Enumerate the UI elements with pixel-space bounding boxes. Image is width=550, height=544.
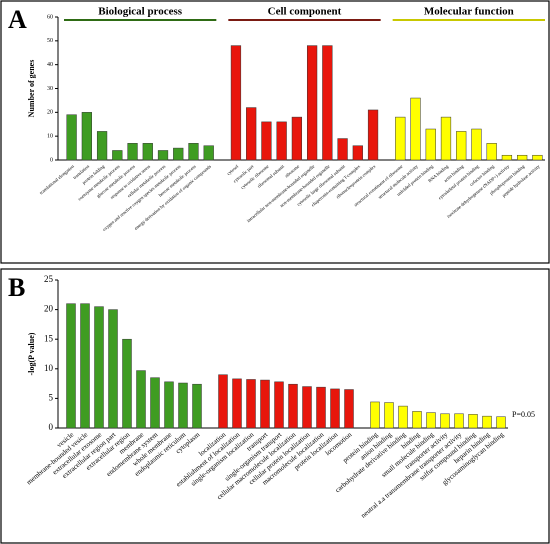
- bar: [246, 107, 257, 161]
- bar: [96, 131, 108, 161]
- y-axis-label: Number of genes: [27, 60, 36, 118]
- bar: [108, 309, 118, 429]
- bar: [384, 402, 394, 429]
- y-tick-label: 25: [44, 274, 54, 284]
- bar: [274, 381, 284, 429]
- y-tick-label: 20: [47, 110, 53, 116]
- y-tick-label: 15: [44, 333, 54, 343]
- y-tick-label: 40: [47, 62, 53, 68]
- bar: [81, 112, 92, 161]
- x-tick-label: translational elongation: [39, 163, 76, 195]
- bar: [136, 370, 146, 429]
- bar: [178, 382, 188, 429]
- bar: [291, 116, 303, 161]
- panel-frame: [0, 0, 550, 264]
- bar: [218, 374, 228, 429]
- bar: [127, 143, 138, 161]
- bar: [203, 145, 214, 161]
- bar: [112, 150, 123, 161]
- bar: [517, 154, 528, 161]
- bar: [66, 303, 76, 429]
- bar: [246, 379, 256, 429]
- bar: [261, 121, 272, 161]
- bar: [486, 143, 497, 161]
- bar: [440, 116, 452, 161]
- bar: [80, 303, 90, 429]
- group-header: Biological process: [98, 6, 183, 18]
- bar: [532, 154, 543, 161]
- bar: [306, 45, 318, 161]
- y-tick-label: 50: [47, 38, 53, 44]
- bar: [192, 383, 202, 429]
- bar: [412, 411, 422, 429]
- bar: [398, 405, 408, 429]
- bar: [410, 97, 421, 161]
- bar: [425, 128, 436, 161]
- annotation: P=0.05: [512, 410, 535, 419]
- bar: [164, 381, 174, 429]
- bar: [150, 377, 160, 429]
- bar: [330, 388, 340, 429]
- y-tick-label: 20: [44, 304, 54, 314]
- y-tick-label: 10: [44, 363, 54, 373]
- y-tick-label: 0: [49, 422, 54, 432]
- panel-label: A: [8, 5, 27, 34]
- group-header: Cell component: [268, 6, 342, 18]
- y-tick-label: 30: [47, 86, 53, 92]
- bar: [94, 306, 104, 429]
- bar: [66, 114, 77, 161]
- bar: [322, 45, 333, 161]
- bar: [367, 109, 379, 161]
- bar: [501, 154, 513, 161]
- bar: [426, 412, 436, 429]
- bar: [337, 138, 348, 161]
- bar: [276, 121, 287, 161]
- bar: [157, 150, 169, 161]
- panel-label: B: [8, 273, 25, 302]
- x-tick-label: ribosomal subunit: [256, 163, 285, 189]
- bar: [456, 131, 467, 161]
- bar: [232, 378, 242, 429]
- bar: [173, 147, 184, 161]
- bar: [260, 379, 270, 429]
- bar: [316, 386, 326, 429]
- bar: [230, 45, 242, 161]
- bar: [468, 414, 478, 429]
- bar: [471, 128, 482, 161]
- y-tick-label: 10: [47, 134, 53, 140]
- bar: [188, 143, 199, 161]
- group-header: Molecular function: [424, 6, 514, 18]
- bar: [454, 413, 464, 429]
- bar: [395, 116, 406, 161]
- bar: [482, 415, 492, 429]
- y-tick-label: 0: [50, 157, 53, 163]
- bar: [370, 401, 380, 429]
- bar: [496, 416, 506, 429]
- bar: [344, 389, 354, 429]
- bar: [122, 338, 132, 429]
- bar: [142, 143, 153, 161]
- bar: [440, 413, 450, 429]
- panel-frame: [0, 268, 550, 544]
- y-tick-label: 5: [49, 392, 54, 402]
- bar: [288, 383, 298, 429]
- y-axis-label: -log(P value): [27, 332, 36, 375]
- bar: [352, 145, 363, 161]
- bar: [302, 386, 312, 429]
- y-tick-label: 60: [47, 14, 53, 20]
